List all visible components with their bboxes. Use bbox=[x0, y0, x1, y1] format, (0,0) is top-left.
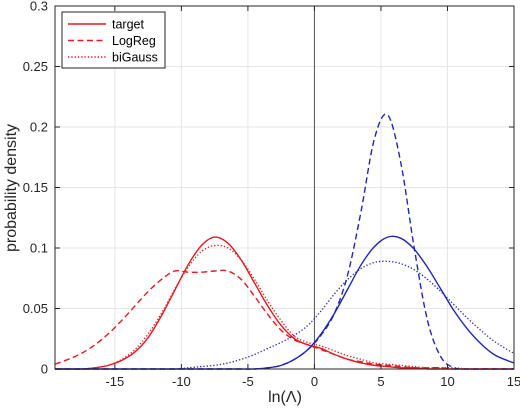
series-blue-dotted bbox=[55, 260, 515, 370]
y-axis-title: probability density bbox=[3, 124, 20, 252]
y-tick-label: 0.1 bbox=[30, 241, 48, 256]
x-tick-label: 5 bbox=[377, 374, 384, 389]
series-red-dashed bbox=[54, 269, 514, 370]
legend-label: biGauss bbox=[112, 51, 158, 65]
y-tick-label: 0.15 bbox=[23, 180, 48, 195]
axis-ticks: -15 -10 -5 0 5 10 15 0 0.05 0.1 0.15 0.2 0.25 0.3 bbox=[23, 0, 520, 389]
legend-label: LogReg bbox=[112, 34, 156, 48]
x-tick-label: -15 bbox=[105, 374, 124, 389]
y-tick-label: 0.05 bbox=[23, 301, 48, 316]
series-red-dotted bbox=[55, 244, 514, 370]
legend-label: target bbox=[112, 18, 144, 32]
x-tick-label: -10 bbox=[172, 374, 191, 389]
x-axis-title: ln(Λ) bbox=[268, 389, 302, 406]
x-tick-label: 10 bbox=[440, 374, 454, 389]
y-tick-label: 0.3 bbox=[30, 0, 48, 14]
y-tick-label: 0 bbox=[41, 362, 48, 377]
y-tick-label: 0.2 bbox=[30, 120, 48, 135]
legend: target LogReg biGauss bbox=[61, 11, 166, 69]
x-tick-label: -5 bbox=[242, 374, 254, 389]
x-tick-label: 0 bbox=[311, 374, 318, 389]
y-tick-label: 0.25 bbox=[23, 59, 48, 74]
x-tick-label: 15 bbox=[507, 374, 520, 389]
